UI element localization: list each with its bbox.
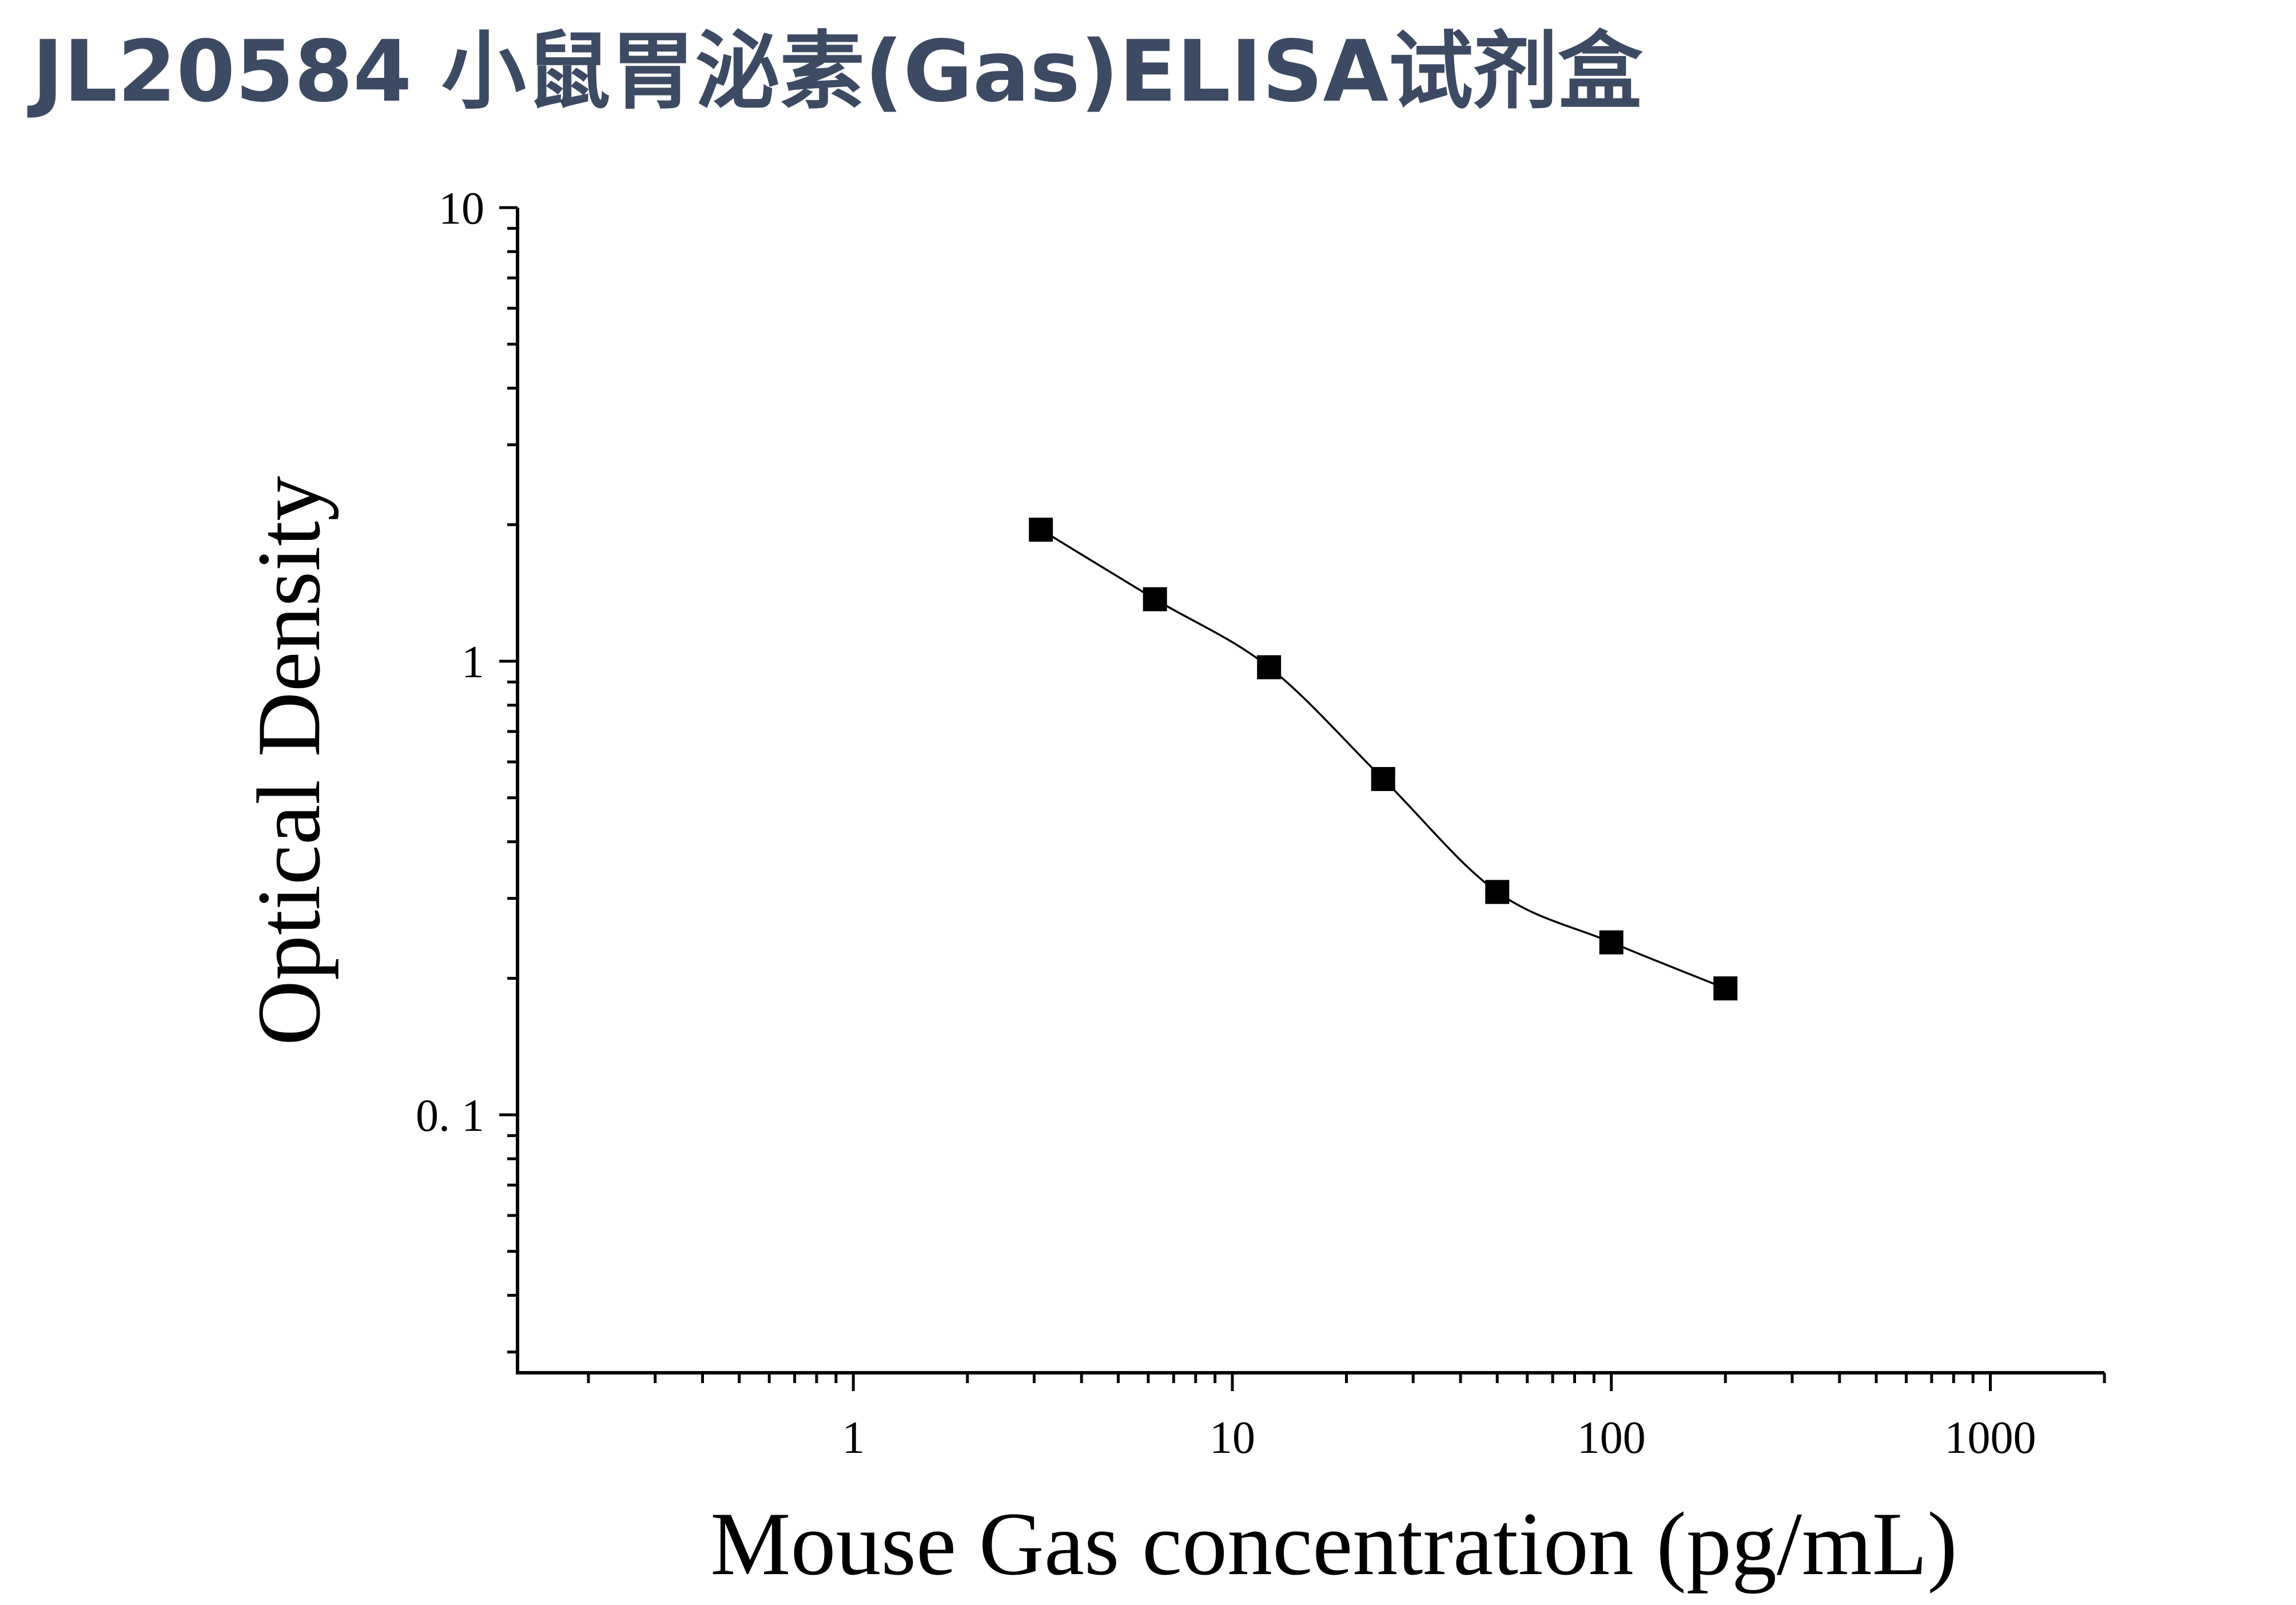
data-point (1257, 655, 1282, 680)
data-points (1029, 518, 1738, 1000)
x-axis-label: Mouse Gas concentration (pg/mL) (710, 1494, 1957, 1594)
y-tick-label: 1 (461, 637, 484, 688)
x-tick-label: 100 (1577, 1413, 1646, 1463)
x-tick-label: 10 (1209, 1413, 1255, 1463)
data-point (1371, 766, 1395, 791)
y-axis-label: Optical Density (239, 476, 339, 1046)
ticks: 10 1 0. 1 1 10 100 1000 (416, 184, 2106, 1463)
y-tick-label: 10 (439, 184, 484, 234)
y-tick-label: 0. 1 (416, 1091, 484, 1141)
data-point (1713, 976, 1738, 1000)
x-tick-label: 1 (842, 1413, 865, 1463)
data-point (1143, 587, 1167, 611)
data-point (1029, 518, 1053, 542)
x-tick-label: 1000 (1944, 1413, 2036, 1463)
axes (516, 208, 2104, 1374)
data-point (1599, 930, 1623, 955)
page-title: JL20584 小鼠胃泌素(Gas)ELISA试剂盒 (32, 22, 1643, 121)
data-point (1485, 880, 1510, 904)
